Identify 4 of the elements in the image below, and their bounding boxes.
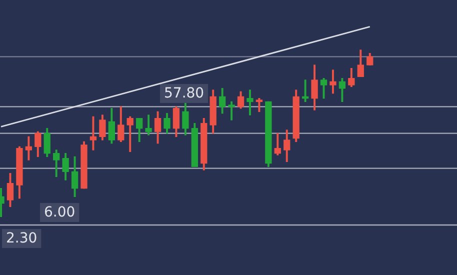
- annotation: 6.00: [44, 204, 76, 221]
- candlestick: [90, 116, 97, 150]
- annotation: 57.80: [164, 86, 204, 102]
- text: 2.30: [6, 230, 38, 247]
